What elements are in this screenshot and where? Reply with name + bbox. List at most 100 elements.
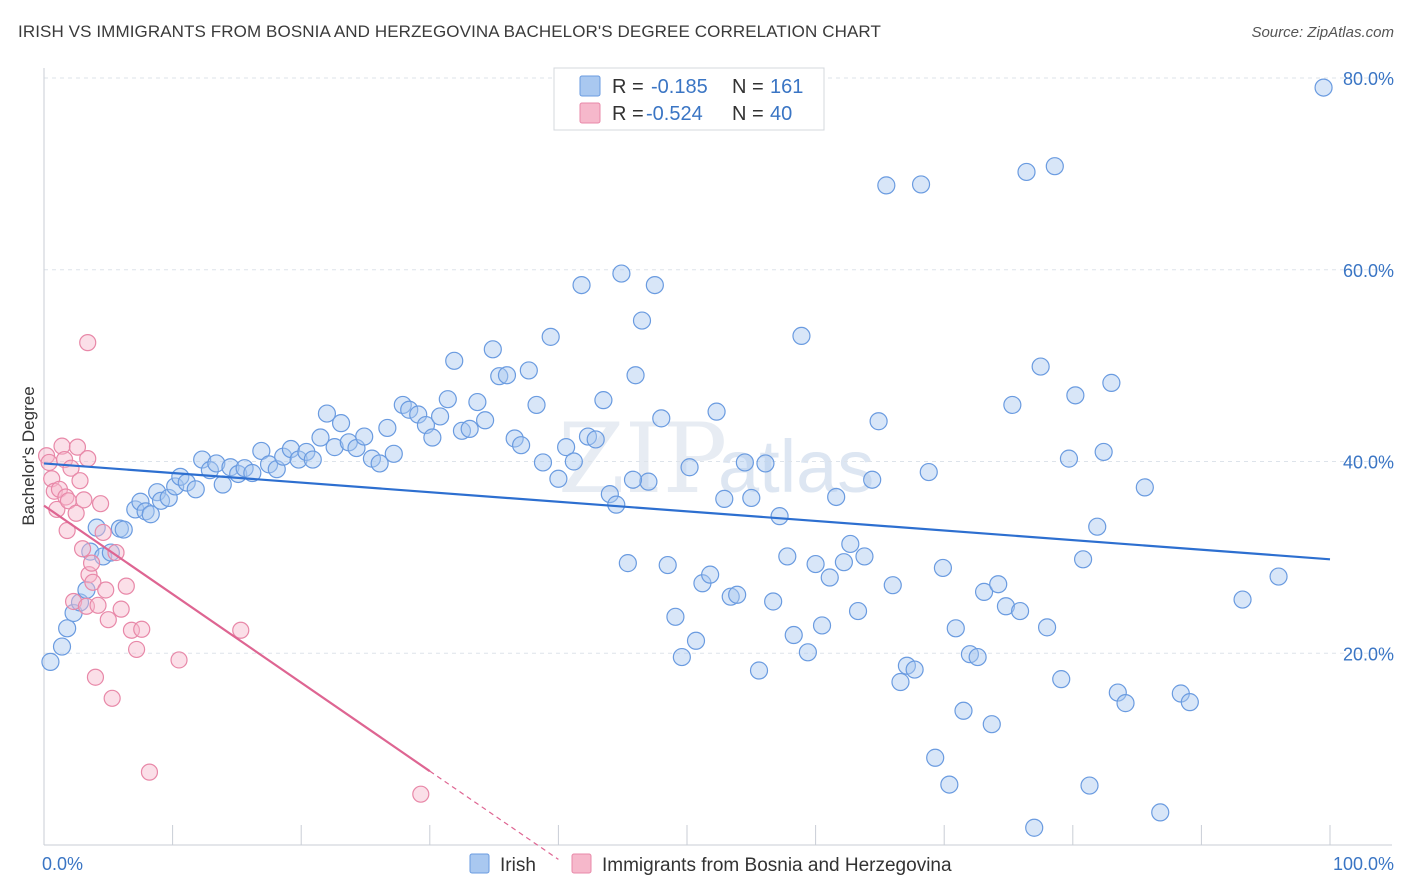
- bosnia-point-39: [412, 785, 430, 803]
- legend-n-label-bosnia: N =: [732, 103, 764, 125]
- irish-point-83: [632, 311, 652, 330]
- irish-point-85: [645, 275, 664, 295]
- irish-point-51: [400, 400, 419, 419]
- irish-point-39: [311, 428, 330, 447]
- irish-point-25: [207, 454, 226, 473]
- irish-point-105: [784, 625, 803, 645]
- bosnia-point-19: [79, 450, 97, 468]
- bosnia-point-25: [91, 495, 110, 513]
- irish-point-57: [445, 351, 464, 370]
- irish-point-90: [680, 458, 699, 477]
- irish-point-146: [1073, 550, 1093, 569]
- legend-n-label-irish: N =: [732, 76, 764, 98]
- irish-point-115: [855, 547, 874, 566]
- irish-point-136: [1003, 395, 1022, 415]
- irish-point-88: [666, 607, 685, 626]
- irish-point-41: [325, 438, 344, 457]
- irish-point-109: [812, 616, 832, 635]
- irish-point-36: [289, 450, 308, 469]
- irish-point-11: [114, 520, 133, 539]
- bosnia-point-40: [79, 334, 97, 352]
- x-tick-label-max: 100.0%: [1333, 854, 1394, 874]
- trend-lines: [43, 462, 1331, 860]
- irish-point-82: [626, 366, 645, 385]
- irish-point-47: [370, 454, 389, 473]
- bosnia-point-14: [68, 438, 87, 456]
- y-tick-label-60: 60.0%: [1343, 261, 1394, 281]
- irish-point-69: [533, 453, 553, 472]
- irish-point-144: [1059, 449, 1079, 468]
- irish-point-48: [378, 418, 397, 438]
- y-tick-label-20: 20.0%: [1343, 644, 1394, 664]
- irish-point-87: [658, 555, 677, 575]
- legend-r-value-irish: -0.185: [651, 76, 708, 98]
- irish-point-71: [549, 469, 568, 488]
- irish-point-120: [891, 672, 910, 692]
- irish-point-67: [519, 361, 538, 380]
- bosnia-point-31: [112, 600, 130, 618]
- irish-point-138: [1017, 162, 1036, 182]
- irish-point-89: [672, 647, 691, 667]
- irish-point-65: [505, 429, 524, 448]
- x-tick-marks: [172, 825, 1331, 845]
- irish-point-110: [820, 568, 839, 587]
- irish-point-38: [303, 450, 322, 469]
- irish-point-139: [1025, 818, 1044, 837]
- irish-point-97: [728, 585, 747, 604]
- irish-point-22: [186, 480, 205, 499]
- legend-n-value-irish: 161: [770, 76, 803, 98]
- irish-point-18: [159, 488, 178, 508]
- irish-point-95: [715, 489, 734, 508]
- y-axis-title: Bachelor's Degree: [19, 386, 38, 525]
- irish-point-30: [243, 463, 262, 483]
- irish-point-99: [742, 488, 761, 508]
- irish-point-76: [586, 430, 605, 449]
- irish-point-64: [497, 366, 517, 385]
- irish-point-63: [490, 367, 509, 386]
- bosnia-point-32: [117, 577, 135, 595]
- grid-lines: [44, 77, 1392, 654]
- irish-point-140: [1031, 357, 1050, 376]
- irish-point-135: [996, 597, 1016, 616]
- irish-point-104: [778, 547, 797, 566]
- irish-point-117: [869, 412, 888, 431]
- irish-point-143: [1052, 670, 1071, 689]
- irish-point-94: [707, 402, 726, 421]
- irish-point-19: [166, 477, 185, 496]
- irish-point-60: [468, 392, 487, 412]
- irish-point-118: [877, 176, 896, 195]
- irish-point-101: [756, 454, 775, 473]
- irish-point-160: [623, 470, 643, 489]
- bosnia-point-30: [107, 543, 125, 562]
- irish-point-16: [148, 483, 167, 502]
- irish-point-68: [527, 395, 546, 415]
- legend-r-label-bosnia: R =: [612, 103, 644, 125]
- bosnia-point-29: [103, 689, 121, 707]
- irish-trend-line: [43, 462, 1331, 561]
- irish-point-96: [721, 587, 740, 606]
- irish-point-102: [764, 592, 783, 611]
- irish-point-119: [883, 576, 902, 595]
- irish-point-131: [968, 647, 987, 667]
- bosnia-point-28: [99, 611, 117, 629]
- y-tick-label-80: 80.0%: [1343, 69, 1394, 89]
- bosnia-point-23: [86, 668, 105, 686]
- irish-point-156: [1180, 693, 1199, 712]
- irish-point-141: [1037, 618, 1057, 637]
- irish-point-134: [989, 575, 1008, 594]
- irish-point-157: [1233, 590, 1252, 609]
- irish-point-61: [475, 411, 495, 430]
- irish-point-15: [141, 505, 160, 524]
- irish-point-55: [430, 407, 450, 426]
- irish-point-107: [798, 643, 817, 662]
- bosnia-trend-line: [43, 504, 431, 773]
- irish-point-91: [686, 631, 706, 650]
- bottom-legend: Irish Immigrants from Bosnia and Herzego…: [469, 853, 952, 876]
- bosnia-point-35: [133, 620, 151, 638]
- irish-point-126: [933, 558, 953, 578]
- irish-point-1: [52, 637, 72, 656]
- irish-point-125: [926, 748, 945, 767]
- irish-point-62: [483, 340, 502, 359]
- legend-box: R = -0.185 N = 161 R = -0.524 N = 40: [553, 67, 825, 131]
- irish-point-86: [652, 409, 671, 428]
